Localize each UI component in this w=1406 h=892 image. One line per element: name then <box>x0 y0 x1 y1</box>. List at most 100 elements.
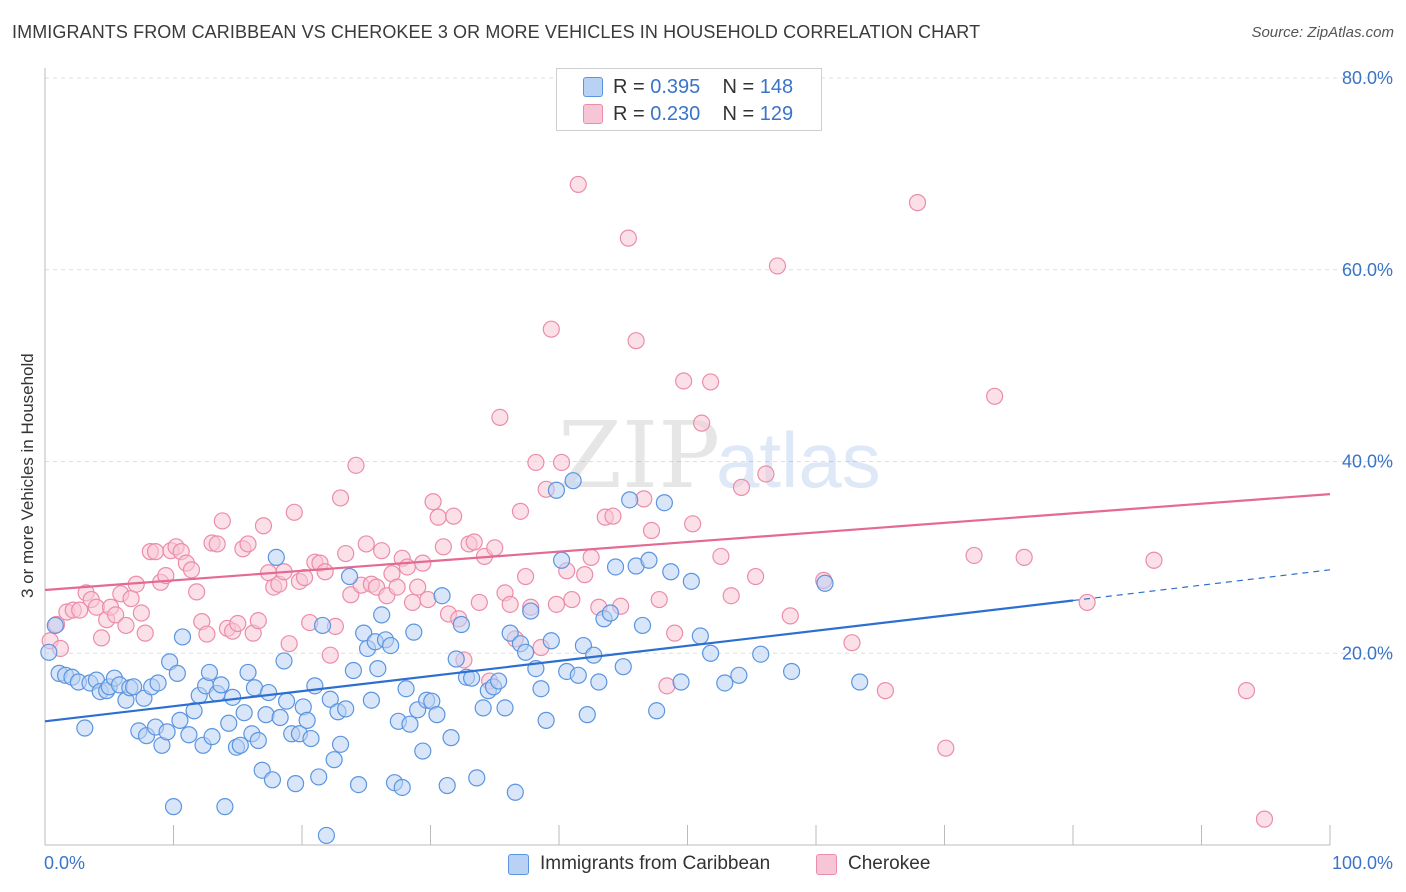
caribbean-point <box>542 632 560 650</box>
caribbean-point <box>816 574 834 592</box>
caribbean-point <box>239 663 257 682</box>
cherokee-point <box>722 587 740 605</box>
cherokee-point <box>182 561 201 579</box>
caribbean-point <box>267 548 285 566</box>
caribbean-point <box>40 643 58 661</box>
cherokee-point <box>337 544 355 563</box>
caribbean-point <box>564 472 582 490</box>
caribbean-point <box>633 616 652 635</box>
caribbean-point <box>331 735 350 753</box>
legend-swatch-cherokee <box>583 104 603 124</box>
caribbean-point <box>321 690 339 708</box>
cherokee-point <box>213 512 231 530</box>
cherokee-point <box>445 507 463 525</box>
cherokee-point <box>582 548 600 566</box>
cherokee-point <box>563 590 581 609</box>
cherokee-point <box>465 533 483 551</box>
cherokee-point <box>403 593 422 612</box>
n-value: 129 <box>759 103 794 125</box>
caribbean-point <box>438 776 456 795</box>
cherokee-point <box>188 583 206 601</box>
caribbean-point <box>302 729 320 748</box>
caribbean-point <box>171 711 189 729</box>
caribbean-point <box>306 677 324 695</box>
cherokee-point <box>71 601 89 619</box>
cherokee-point <box>843 634 861 652</box>
caribbean-point <box>578 706 596 724</box>
stats-legend: R = 0.395 N = 148 R = 0.230 N = 129 <box>556 68 822 131</box>
cherokee-point <box>552 453 571 472</box>
caribbean-point <box>442 729 460 747</box>
caribbean-point <box>621 491 639 509</box>
y-tick-label: 40.0% <box>1342 452 1393 472</box>
caribbean-point <box>224 688 242 706</box>
cherokee-point <box>321 646 339 664</box>
caribbean-point <box>220 714 238 732</box>
cherokee-point <box>965 546 983 565</box>
caribbean-point <box>468 769 486 787</box>
cherokee-point <box>542 320 560 338</box>
cherokee-point <box>316 563 334 581</box>
cherokee-point <box>347 456 365 474</box>
caribbean-point <box>158 723 176 741</box>
cherokee-point <box>419 590 437 609</box>
cherokee-point <box>146 543 165 561</box>
r-value: 0.395 <box>650 76 701 98</box>
caribbean-point <box>173 628 192 646</box>
legend-text-caribbean: R = 0.395 N = 148 <box>613 76 793 99</box>
cherokee-point <box>357 535 375 553</box>
y-tick-label: 80.0% <box>1342 68 1393 88</box>
cherokee-point <box>684 515 702 533</box>
caribbean-point <box>537 711 555 729</box>
caribbean-point <box>362 691 380 709</box>
caribbean-point <box>474 699 492 717</box>
cherokee-point <box>757 465 775 483</box>
caribbean-point <box>286 775 305 793</box>
bottom-legend-label-caribbean: Immigrants from Caribbean <box>540 853 771 874</box>
cherokee-point <box>424 493 442 511</box>
caribbean-point <box>310 768 328 786</box>
gridlines <box>45 77 1392 654</box>
chart-title: IMMIGRANTS FROM CARIBBEAN VS CHEROKEE 3 … <box>12 22 981 42</box>
caribbean-point <box>414 742 432 760</box>
caribbean-point <box>325 751 343 769</box>
r-label: R = <box>613 103 645 125</box>
caribbean-point <box>203 728 221 746</box>
caribbean-point <box>606 558 625 576</box>
n-label: N = <box>722 76 755 98</box>
cherokee-point <box>239 535 257 553</box>
caribbean-point <box>614 658 632 676</box>
cherokee-point <box>107 606 125 624</box>
caribbean-point <box>313 616 332 635</box>
caribbean-point <box>401 715 419 733</box>
cherokee-point <box>122 590 140 608</box>
caribbean-point <box>180 726 198 744</box>
watermark: ZIP atlas <box>558 402 881 509</box>
caribbean-point <box>433 587 451 605</box>
caribbean-point <box>640 551 658 569</box>
cherokee-point <box>398 558 416 576</box>
cherokee-trend-line <box>44 493 1331 592</box>
caribbean-point <box>702 644 720 662</box>
cherokee-point <box>280 635 298 653</box>
caribbean-point <box>516 643 535 661</box>
cherokee-point <box>1015 548 1033 566</box>
caribbean-point <box>271 708 289 727</box>
caribbean-point <box>337 700 355 718</box>
caribbean-point <box>249 731 267 750</box>
cherokee-point <box>658 677 676 695</box>
caribbean-point <box>782 662 801 681</box>
legend-text-cherokee: R = 0.230 N = 129 <box>613 103 793 126</box>
cherokee-point <box>516 567 535 586</box>
caribbean-point <box>235 704 253 722</box>
caribbean-point <box>682 572 700 590</box>
x-tick-label: 0.0% <box>44 853 85 873</box>
caribbean-point <box>149 674 167 692</box>
caribbean-point <box>672 673 690 691</box>
cherokee-point <box>208 535 226 553</box>
caribbean-point <box>428 706 446 724</box>
caribbean-point <box>397 680 415 698</box>
cherokee-point <box>254 517 273 535</box>
cherokee-point <box>768 257 787 275</box>
cherokee-point <box>604 507 622 525</box>
